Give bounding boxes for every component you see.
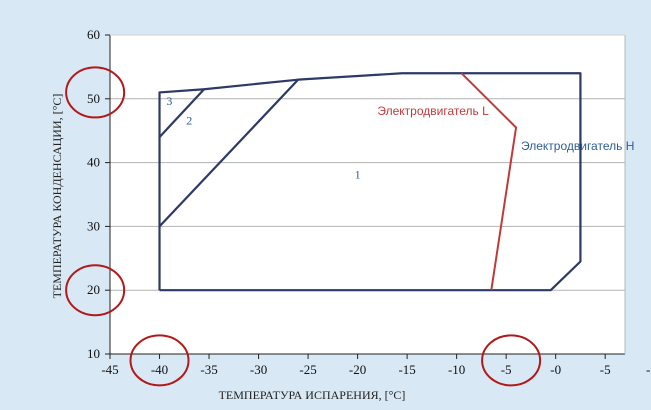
annotation-circle: [481, 334, 542, 387]
y-tick-label: 40: [87, 155, 100, 170]
y-tick-label: 10: [87, 346, 100, 361]
y-tick-label: 50: [87, 91, 100, 106]
series-label-motor-h: Электродвигатель H: [521, 139, 634, 153]
tick-labels: 10 20 30 40 50 60 -45 -40 -35 -30 -25 -20 -15 -10 -5 -0…: [87, 27, 651, 377]
y-axis-label: ТЕМПЕРАТУРА КОНДЕНСАЦИИ, [°C]: [50, 94, 64, 299]
x-tick-label: -45: [101, 362, 118, 377]
y-tick-label: 20: [87, 282, 100, 297]
annotation-circles: [65, 66, 542, 387]
x-tick-label: -10: [646, 362, 651, 377]
x-tick-label: -5: [600, 362, 611, 377]
zone-divider-line: [158, 88, 206, 139]
x-tick-label: -40: [151, 362, 168, 377]
zone-divider-line: [158, 78, 300, 228]
series-label-motor-l: Электродвигатель L: [377, 104, 489, 118]
series-labels: Электродвигатель L Электродвигатель H 1 23: [166, 94, 634, 181]
x-tick-label: -20: [349, 362, 366, 377]
x-tick-label: -10: [448, 362, 465, 377]
annotation-circle: [65, 264, 126, 317]
series-line-motor-l: [460, 72, 518, 291]
annotation-circle: [65, 66, 126, 119]
x-tick-label: -5: [501, 362, 512, 377]
zone-label-3: 3: [166, 94, 172, 108]
y-tick-label: 60: [87, 27, 100, 42]
x-tick-label: -30: [250, 362, 267, 377]
x-axis-label: ТЕМПЕРАТУРА ИСПАРЕНИЯ, [°C]: [219, 388, 406, 402]
annotation-circle: [129, 334, 190, 387]
envelope-line: [158, 72, 582, 292]
plot-background: [110, 35, 625, 354]
y-tick-label: 30: [87, 218, 100, 233]
x-tick-label: -35: [200, 362, 217, 377]
chart-marks: [158, 72, 582, 292]
x-tick-label: -0: [550, 362, 561, 377]
zone-label-1: 1: [355, 168, 361, 182]
zone-label-2: 2: [186, 113, 192, 127]
x-tick-label: -25: [299, 362, 316, 377]
x-tick-label: -15: [398, 362, 415, 377]
